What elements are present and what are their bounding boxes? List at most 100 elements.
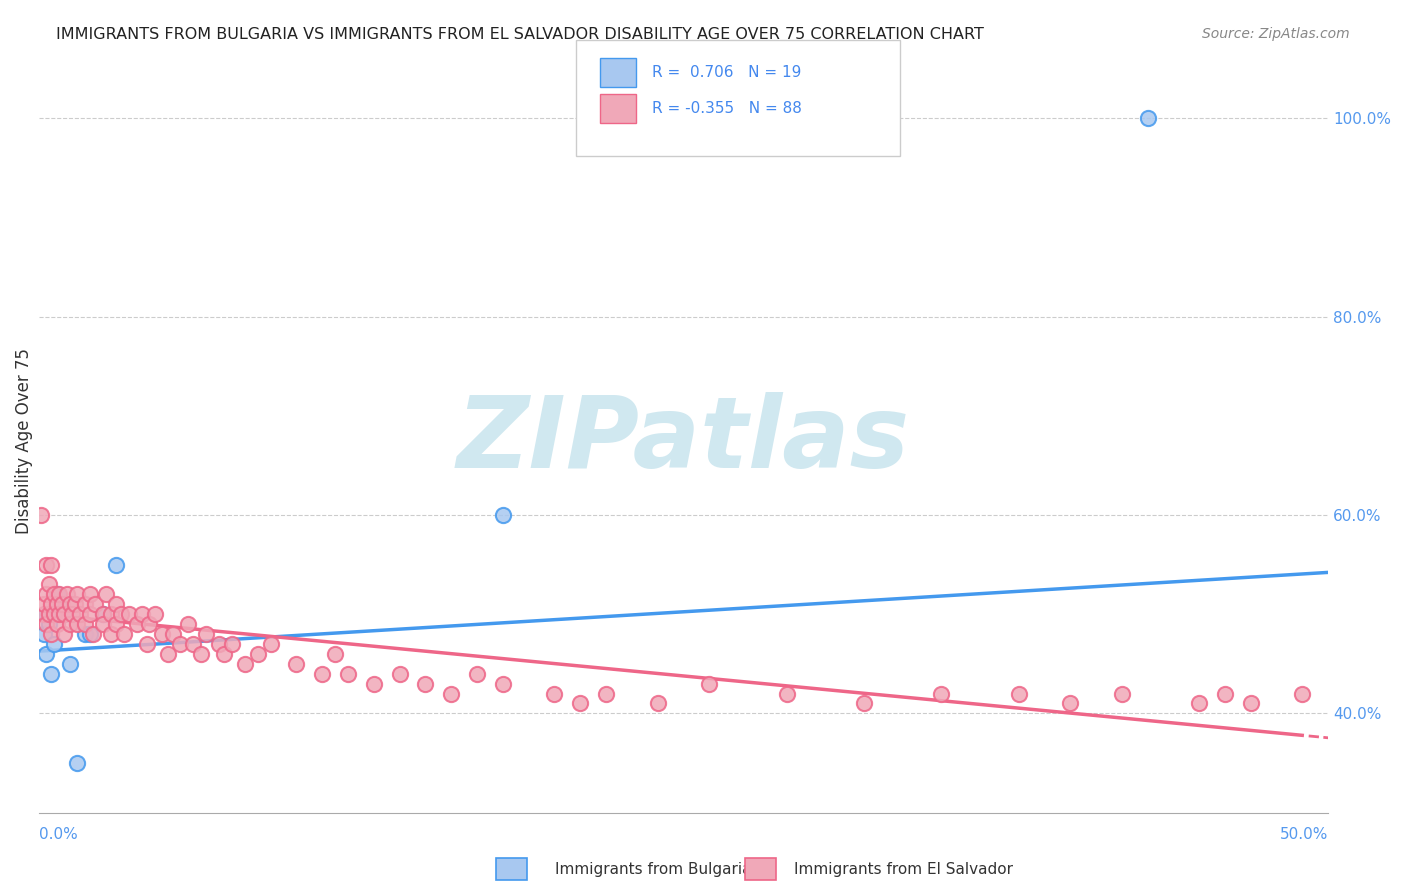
Point [337,666,360,681]
Point [41,558,63,572]
Text: 50.0%: 50.0% [1279,828,1329,842]
Point [415,676,437,690]
Point [32,607,55,622]
Point [104,597,127,611]
Point [45,597,67,611]
Point [35,607,58,622]
Point [181,637,204,651]
Point [91,607,114,622]
Point [38,617,60,632]
Point [595,687,617,701]
Point [212,647,235,661]
Point [177,617,200,632]
Point [45,587,67,601]
Point [84,597,107,611]
Point [110,607,132,622]
Text: Source: ZipAtlas.com: Source: ZipAtlas.com [1202,27,1350,41]
Point [169,637,191,651]
Point [492,508,515,522]
Point [138,617,160,632]
Point [775,687,797,701]
Text: ZIPatlas: ZIPatlas [457,392,910,489]
Point [1291,687,1313,701]
Point [48,597,70,611]
Point [104,617,127,632]
Point [91,617,114,632]
Point [1188,697,1211,711]
Point [58,617,80,632]
Point [323,647,346,661]
Point [1240,697,1263,711]
Point [156,647,179,661]
Point [94,587,117,601]
Point [42,637,65,651]
Point [492,676,515,690]
Point [79,627,101,641]
Point [1213,687,1236,701]
Point [150,627,173,641]
Point [1111,687,1133,701]
Point [58,597,80,611]
Text: Immigrants from Bulgaria: Immigrants from Bulgaria [555,863,752,877]
Point [69,607,91,622]
Point [118,607,141,622]
Point [440,687,463,701]
Point [852,697,875,711]
Point [1007,687,1029,701]
Point [697,676,720,690]
Point [53,607,76,622]
Point [41,627,63,641]
Point [42,587,65,601]
Point [647,697,669,711]
Point [73,627,96,641]
Point [38,607,60,622]
Point [66,756,89,770]
Point [929,687,952,701]
Point [66,617,89,632]
Point [66,587,89,601]
Point [35,647,58,661]
Point [73,617,96,632]
Point [363,676,385,690]
Point [48,587,70,601]
Point [53,607,76,622]
Point [260,637,283,651]
Text: 0.0%: 0.0% [38,828,77,842]
Point [1059,697,1081,711]
Point [32,597,55,611]
Y-axis label: Disability Age Over 75: Disability Age Over 75 [15,348,32,533]
Point [42,607,65,622]
Point [195,627,218,641]
Point [100,607,122,622]
Point [35,587,58,601]
Point [208,637,231,651]
Point [38,577,60,591]
Point [100,627,122,641]
Point [30,508,52,522]
Point [56,587,79,601]
Point [135,637,157,651]
Point [63,597,86,611]
Point [221,637,243,651]
Point [51,597,73,611]
Point [48,607,70,622]
Point [569,697,592,711]
Point [112,627,135,641]
Point [45,617,67,632]
Point [1136,111,1159,125]
Point [285,657,308,671]
Point [58,657,80,671]
Point [543,687,565,701]
Point [162,627,184,641]
Point [233,657,256,671]
Point [41,666,63,681]
Point [465,666,488,681]
Point [311,666,333,681]
Point [82,627,104,641]
Point [125,617,148,632]
Text: R =  0.706   N = 19: R = 0.706 N = 19 [652,65,801,80]
Point [73,597,96,611]
Point [60,607,83,622]
Point [35,558,58,572]
Point [32,627,55,641]
